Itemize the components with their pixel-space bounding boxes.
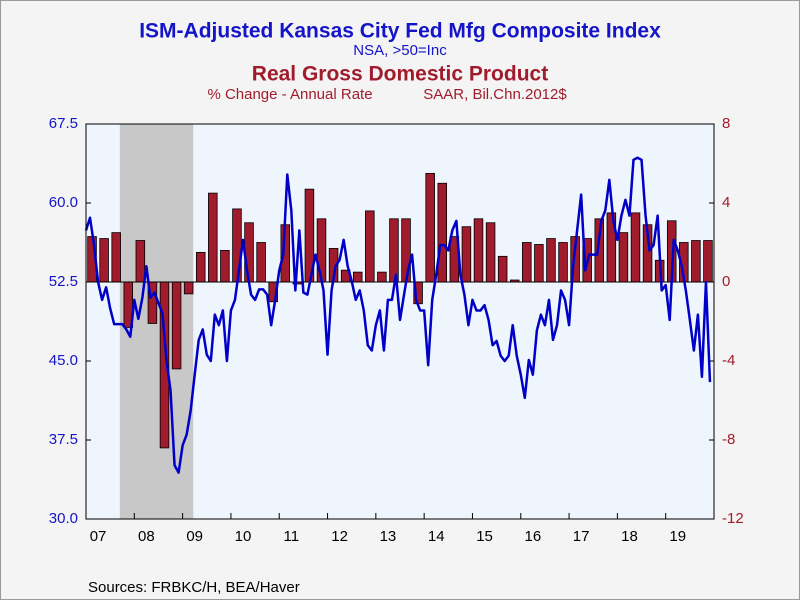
bar: [485, 222, 496, 283]
chart-subtitle: NSA, >50=Inc: [353, 42, 447, 59]
x-tick-label: 18: [621, 528, 638, 545]
bar: [558, 242, 568, 283]
bar: [618, 232, 629, 283]
bar: [630, 212, 641, 283]
bar: [691, 240, 701, 283]
y2-tick-label: 4: [722, 194, 730, 211]
x-tick-label: 11: [284, 528, 300, 545]
bar: [244, 222, 254, 283]
bar: [473, 218, 484, 283]
y-tick-label: 52.5: [49, 273, 78, 290]
bar: [220, 249, 230, 283]
bar: [389, 218, 399, 283]
bar: [522, 242, 532, 283]
bar: [183, 281, 194, 295]
bar: [111, 232, 121, 283]
bar: [195, 251, 206, 283]
bar: [365, 210, 375, 283]
bar: [316, 218, 327, 283]
x-tick-label: 13: [380, 528, 397, 545]
y-tick-label: 60.0: [49, 194, 78, 211]
x-tick-label: 17: [573, 528, 590, 545]
x-tick-label: 15: [476, 528, 493, 545]
x-tick-label: 19: [669, 528, 686, 545]
x-tick-label: 08: [138, 528, 155, 545]
x-tick-label: 16: [525, 528, 542, 545]
bar: [352, 271, 363, 283]
x-tick-label: 14: [428, 528, 445, 545]
bar: [437, 182, 448, 283]
y-tick-label: 30.0: [49, 510, 78, 527]
bar: [256, 242, 266, 283]
bar: [546, 238, 556, 283]
x-tick-label: 12: [331, 528, 348, 545]
bar: [171, 281, 182, 370]
y-tick-label: 67.5: [49, 115, 78, 132]
x-tick-label: 10: [235, 528, 252, 545]
plot: [84, 124, 714, 519]
y-tick-label: 45.0: [49, 352, 78, 369]
plot-frame: [85, 123, 715, 520]
source-note: Sources: FRBKC/H, BEA/Haver: [88, 579, 300, 596]
y2-tick-label: 8: [722, 115, 730, 132]
bar: [703, 240, 713, 283]
bar: [135, 240, 146, 283]
x-tick-label: 09: [186, 528, 203, 545]
bar: [401, 218, 411, 283]
bar: [534, 244, 544, 283]
y-tick-label: 37.5: [49, 431, 78, 448]
line: [84, 156, 712, 474]
y2-tick-label: -12: [722, 510, 744, 527]
x-tick-label: 07: [90, 528, 107, 545]
chart-title-2: Real Gross Domestic Product: [252, 63, 548, 86]
y2-tick-label: 0: [722, 273, 730, 290]
chart-subtitle-2: % Change - Annual Rate: [207, 86, 372, 103]
y2-tick-label: -4: [722, 352, 735, 369]
bar: [99, 238, 109, 283]
chart-subtitle-2: SAAR, Bil.Chn.2012$: [423, 86, 567, 103]
chart-title: ISM-Adjusted Kansas City Fed Mfg Composi…: [139, 20, 661, 43]
bar: [425, 172, 435, 283]
y2-tick-label: -8: [722, 431, 735, 448]
bar: [208, 192, 218, 283]
bar: [461, 226, 472, 283]
bar: [377, 271, 387, 283]
bar: [497, 255, 508, 283]
